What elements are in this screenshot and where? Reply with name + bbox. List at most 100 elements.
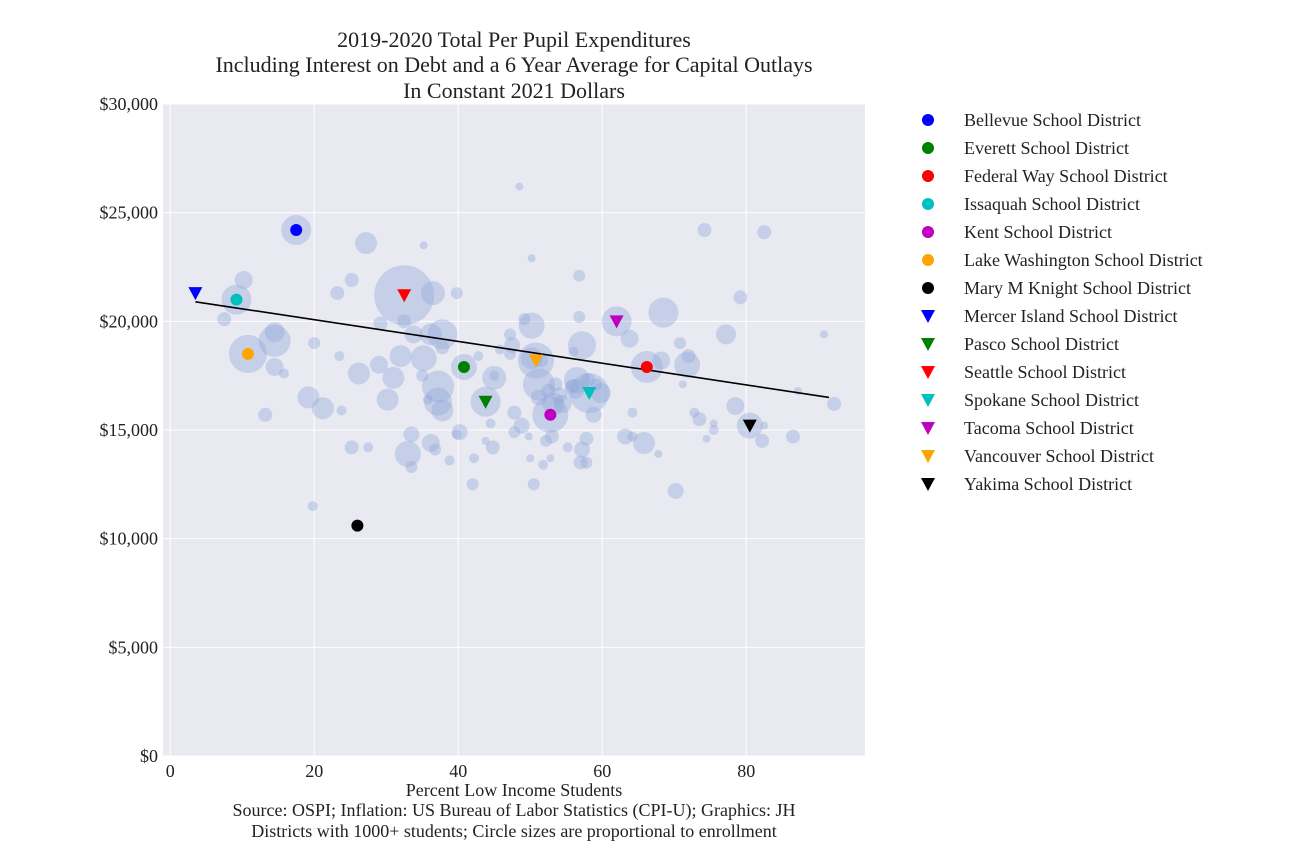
enrollment-bubble xyxy=(258,407,273,422)
legend-marker xyxy=(921,338,935,351)
legend-label: Issaquah School District xyxy=(964,194,1140,214)
enrollment-bubble xyxy=(827,396,842,411)
enrollment-bubble xyxy=(620,329,639,348)
enrollment-bubble xyxy=(526,454,535,463)
highlighted-districts xyxy=(188,224,757,532)
enrollment-bubble xyxy=(355,232,378,255)
legend-marker xyxy=(922,254,934,266)
enrollment-bubble xyxy=(716,324,737,345)
legend: Bellevue School District Everett School D… xyxy=(921,110,1203,494)
enrollment-bubble xyxy=(469,453,480,464)
enrollment-bubble xyxy=(435,340,450,355)
legend-label: Lake Washington School District xyxy=(964,250,1203,270)
enrollment-bubble xyxy=(564,367,590,394)
enrollment-bubble xyxy=(397,314,412,329)
legend-label: Mary M Knight School District xyxy=(964,278,1191,298)
enrollment-bubble xyxy=(580,456,593,469)
district-marker xyxy=(230,293,243,306)
y-tick-label: $20,000 xyxy=(100,311,159,331)
legend-marker xyxy=(922,282,934,294)
enrollment-bubble xyxy=(416,369,429,382)
trend-line xyxy=(195,300,830,399)
district-marker xyxy=(188,287,203,301)
x-axis-label: Percent Low Income Students xyxy=(406,780,622,800)
enrollment-bubble xyxy=(515,182,524,191)
enrollment-bubble xyxy=(541,383,556,398)
legend-label: Federal Way School District xyxy=(964,166,1168,186)
district-marker xyxy=(609,315,624,329)
y-tick-label: $0 xyxy=(140,746,158,766)
district-marker xyxy=(457,360,470,373)
enrollment-bubble xyxy=(627,407,638,418)
enrollment-bubble xyxy=(405,460,418,473)
enrollment-bubble xyxy=(538,459,549,470)
enrollment-bubble xyxy=(421,434,440,453)
enrollment-bubble xyxy=(485,440,500,455)
enrollment-bubble xyxy=(678,380,687,389)
enrollment-bubble xyxy=(370,355,388,374)
enrollment-bubble xyxy=(419,323,442,346)
enrollment-bubble xyxy=(278,368,289,379)
enrollment-bubble xyxy=(308,337,321,350)
enrollment-bubble xyxy=(451,424,468,441)
enrollment-bubble xyxy=(421,281,445,306)
title-line-1: 2019-2020 Total Per Pupil Expenditures xyxy=(337,27,691,52)
x-tick-label: 40 xyxy=(449,761,467,781)
enrollment-bubble xyxy=(504,328,517,341)
legend-label: Bellevue School District xyxy=(964,110,1141,130)
enrollment-bubble xyxy=(726,397,745,416)
enrollment-bubble xyxy=(482,365,507,390)
enrollment-bubble xyxy=(551,387,567,404)
enrollment-bubble xyxy=(481,436,490,445)
enrollment-bubble xyxy=(307,501,318,512)
legend-label: Vancouver School District xyxy=(964,446,1154,466)
legend-label: Pasco School District xyxy=(964,334,1119,354)
enrollment-bubble xyxy=(363,442,374,453)
y-tick-label: $15,000 xyxy=(100,420,159,440)
enrollment-bubble xyxy=(733,290,748,305)
legend-label: Mercer Island School District xyxy=(964,306,1177,326)
chart-title: 2019-2020 Total Per Pupil Expenditures I… xyxy=(215,27,812,103)
legend-label: Tacoma School District xyxy=(964,418,1134,438)
enrollment-bubble xyxy=(654,449,663,458)
caption-line-1: Source: OSPI; Inflation: US Bureau of La… xyxy=(233,800,796,821)
enrollment-bubble xyxy=(424,387,453,416)
enrollment-bubble xyxy=(344,440,359,455)
enrollment-bubble xyxy=(489,370,500,381)
legend-marker xyxy=(922,114,934,126)
enrollment-bubble xyxy=(473,351,484,362)
enrollment-bubble xyxy=(580,373,595,388)
enrollment-bubble xyxy=(422,394,433,405)
enrollment-bubble xyxy=(574,441,591,458)
legend-marker xyxy=(921,478,935,491)
enrollment-bubble xyxy=(760,421,769,430)
legend-marker xyxy=(921,394,935,407)
title-line-2: Including Interest on Debt and a 6 Year … xyxy=(215,52,812,77)
enrollment-bubble xyxy=(573,310,586,323)
enrollment-bubble xyxy=(540,434,553,447)
enrollment-bubble xyxy=(264,322,285,343)
enrollment-bubble xyxy=(568,331,597,360)
enrollment-bubble xyxy=(403,426,420,443)
enrollment-bubble xyxy=(336,405,347,416)
enrollment-bubble xyxy=(373,316,388,331)
enrollment-bubble xyxy=(627,431,638,442)
enrollment-bubble xyxy=(527,254,536,263)
enrollment-bubble xyxy=(376,388,399,411)
enrollment-bubble xyxy=(427,319,458,350)
enrollment-bubble xyxy=(265,357,284,376)
district-marker xyxy=(290,224,303,237)
legend-label: Everett School District xyxy=(964,138,1129,158)
enrollment-bubble xyxy=(217,312,232,327)
enrollment-bubble xyxy=(585,406,602,423)
enrollment-bubble xyxy=(485,418,496,429)
enrollment-bubble xyxy=(709,419,718,428)
enrollment-bubble xyxy=(546,454,555,463)
enrollment-bubble xyxy=(522,368,555,401)
legend-marker xyxy=(922,142,934,154)
enrollment-bubble xyxy=(347,362,370,385)
enrollment-bubble xyxy=(579,431,594,446)
district-marker xyxy=(241,347,254,360)
enrollment-bubble xyxy=(429,443,442,456)
enrollment-bubble xyxy=(667,482,684,499)
